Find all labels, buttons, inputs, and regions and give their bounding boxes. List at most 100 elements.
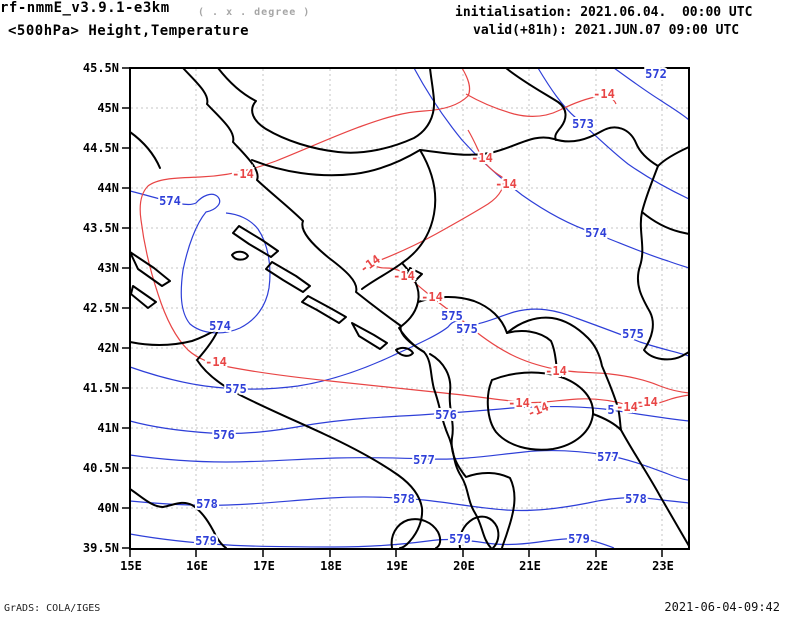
border-serbia-north — [419, 126, 659, 167]
lon-axis-label: 21E — [519, 559, 541, 573]
height-contour-label: 572 — [645, 67, 667, 81]
height-contour-label: 575 — [456, 322, 478, 336]
island-corfu — [458, 515, 500, 549]
border-albania-greece — [429, 353, 516, 549]
coastline-italy-tyrrhenian — [129, 488, 227, 549]
border-right-arm — [641, 211, 690, 235]
temp-contour-14-central — [373, 129, 690, 394]
temp-contour-14-northeast — [465, 93, 617, 117]
height-contour-label: 578 — [196, 497, 218, 511]
product-title: <500hPa> Height,Temperature — [8, 23, 250, 39]
height-contour-label: 577 — [597, 450, 619, 464]
height-contour-label: 579 — [568, 532, 590, 546]
coastline-adriatic-east — [182, 67, 492, 549]
model-title: rf-nmmE_v3.9.1-e3km — [0, 0, 170, 16]
height-contours — [129, 67, 690, 549]
height-contour-label: 574 — [209, 319, 231, 333]
model-note: ( . x . degree ) — [198, 7, 311, 18]
coastline-greece-west — [390, 518, 442, 549]
temp-contour-14-main — [139, 67, 690, 408]
temp-contour-label: -14 — [205, 355, 227, 369]
island — [129, 251, 171, 287]
height-contour-574-east — [413, 67, 690, 269]
temperature-contours — [139, 67, 690, 408]
height-contour-572 — [613, 67, 690, 121]
border-bulgaria-greece — [592, 413, 690, 547]
axis-labels: 45.5N 45N 44.5N 44N 43.5N 43N 42.5N 42N 41.5N 41N… — [83, 61, 674, 573]
temp-contour-labels: -14-14-14-14-14-14-14-14-14-14-14 -14-14 — [203, 85, 660, 423]
height-contour-575 — [129, 308, 690, 390]
lon-axis-label: 20E — [453, 559, 475, 573]
border-hungary-serbia — [505, 67, 567, 141]
border-macedonia — [486, 371, 595, 451]
temp-contour-label: -14 — [593, 87, 615, 101]
height-contour-label: 5 — [607, 403, 614, 417]
lat-axis-label: 41.5N — [83, 381, 119, 395]
temp-contour-label: -14 — [545, 364, 567, 378]
height-contour-label: 573 — [572, 117, 594, 131]
lat-axis-label: 40.5N — [83, 461, 119, 475]
island — [231, 250, 249, 261]
init-time-label: initialisation: 2021.06.04. 00:00 UTC — [455, 5, 753, 20]
height-contour-label: 576 — [435, 408, 457, 422]
lon-axis-label: 18E — [320, 559, 342, 573]
temp-contour-label: -14 — [636, 395, 658, 409]
height-contour-label: 578 — [393, 492, 415, 506]
lat-axis-label: 44N — [97, 181, 119, 195]
temp-contour-label: -14 — [471, 151, 493, 165]
border-serbia-bulgaria — [506, 316, 622, 431]
height-contour-label: 576 — [213, 428, 235, 442]
temp-contour-label: -14 — [357, 252, 383, 276]
height-contour-label: 577 — [413, 453, 435, 467]
lon-axis-label: 17E — [253, 559, 275, 573]
lon-axis-label: 19E — [386, 559, 408, 573]
lat-axis-label: 45.5N — [83, 61, 119, 75]
height-contour-579 — [129, 533, 615, 549]
height-contour-label: 575 — [622, 327, 644, 341]
island — [395, 346, 414, 357]
temp-contour-label: -14 — [421, 290, 443, 304]
geography — [129, 67, 690, 549]
border-bosnia-east — [361, 149, 437, 290]
border-montenegro — [398, 262, 425, 353]
height-contour-label: 574 — [159, 194, 181, 208]
temp-contour-label: -14 — [508, 396, 530, 410]
lat-axis-label: 41N — [97, 421, 119, 435]
temp-contour-label: -14 — [495, 177, 517, 191]
temp-contour-label: -14 — [616, 400, 638, 414]
coastline-italy-adriatic — [129, 327, 424, 549]
height-contour-574-west-loop — [129, 190, 271, 334]
temp-contour-label: -14 — [393, 269, 415, 283]
lon-axis-label: 22E — [586, 559, 608, 573]
lon-axis-label: 16E — [186, 559, 208, 573]
creation-timestamp: 2021-06-04-09:42 — [664, 600, 780, 614]
lat-axis-label: 42N — [97, 341, 119, 355]
grads-credit: GrADS: COLA/IGES — [4, 603, 101, 614]
coastline-istria-partial — [129, 131, 161, 169]
height-contour-573 — [537, 67, 690, 200]
island — [265, 261, 311, 293]
lake-mark — [407, 267, 423, 281]
island — [351, 322, 388, 350]
border-right-top — [657, 146, 690, 167]
lat-axis-label: 40N — [97, 501, 119, 515]
valid-time-label: valid(+81h): 2021.JUN.07 09:00 UTC — [473, 23, 740, 38]
lat-axis-label: 43.5N — [83, 221, 119, 235]
height-contour-577 — [129, 449, 690, 481]
island — [301, 295, 347, 324]
island — [130, 285, 157, 309]
border-serbia-east — [636, 165, 690, 361]
height-contour-578 — [129, 496, 690, 512]
temp-contour-label: -14 — [232, 167, 254, 181]
lat-axis-label: 43N — [97, 261, 119, 275]
lon-axis-label: 15E — [120, 559, 142, 573]
axis-ticks — [122, 67, 663, 557]
height-contour-label: 574 — [585, 226, 607, 240]
lat-axis-label: 44.5N — [83, 141, 119, 155]
border-slovenia-croatia — [217, 67, 436, 154]
height-contour-label: 579 — [195, 534, 217, 548]
lat-axis-label: 39.5N — [83, 541, 119, 555]
